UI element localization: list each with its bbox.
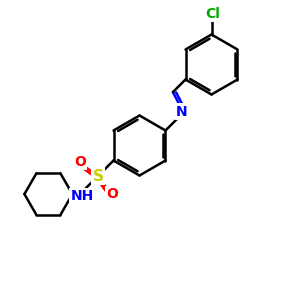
Text: O: O [74,155,86,169]
Text: Cl: Cl [206,7,220,20]
Text: S: S [92,169,104,184]
Text: N: N [176,105,188,118]
Text: O: O [106,187,118,201]
Text: NH: NH [70,189,94,203]
